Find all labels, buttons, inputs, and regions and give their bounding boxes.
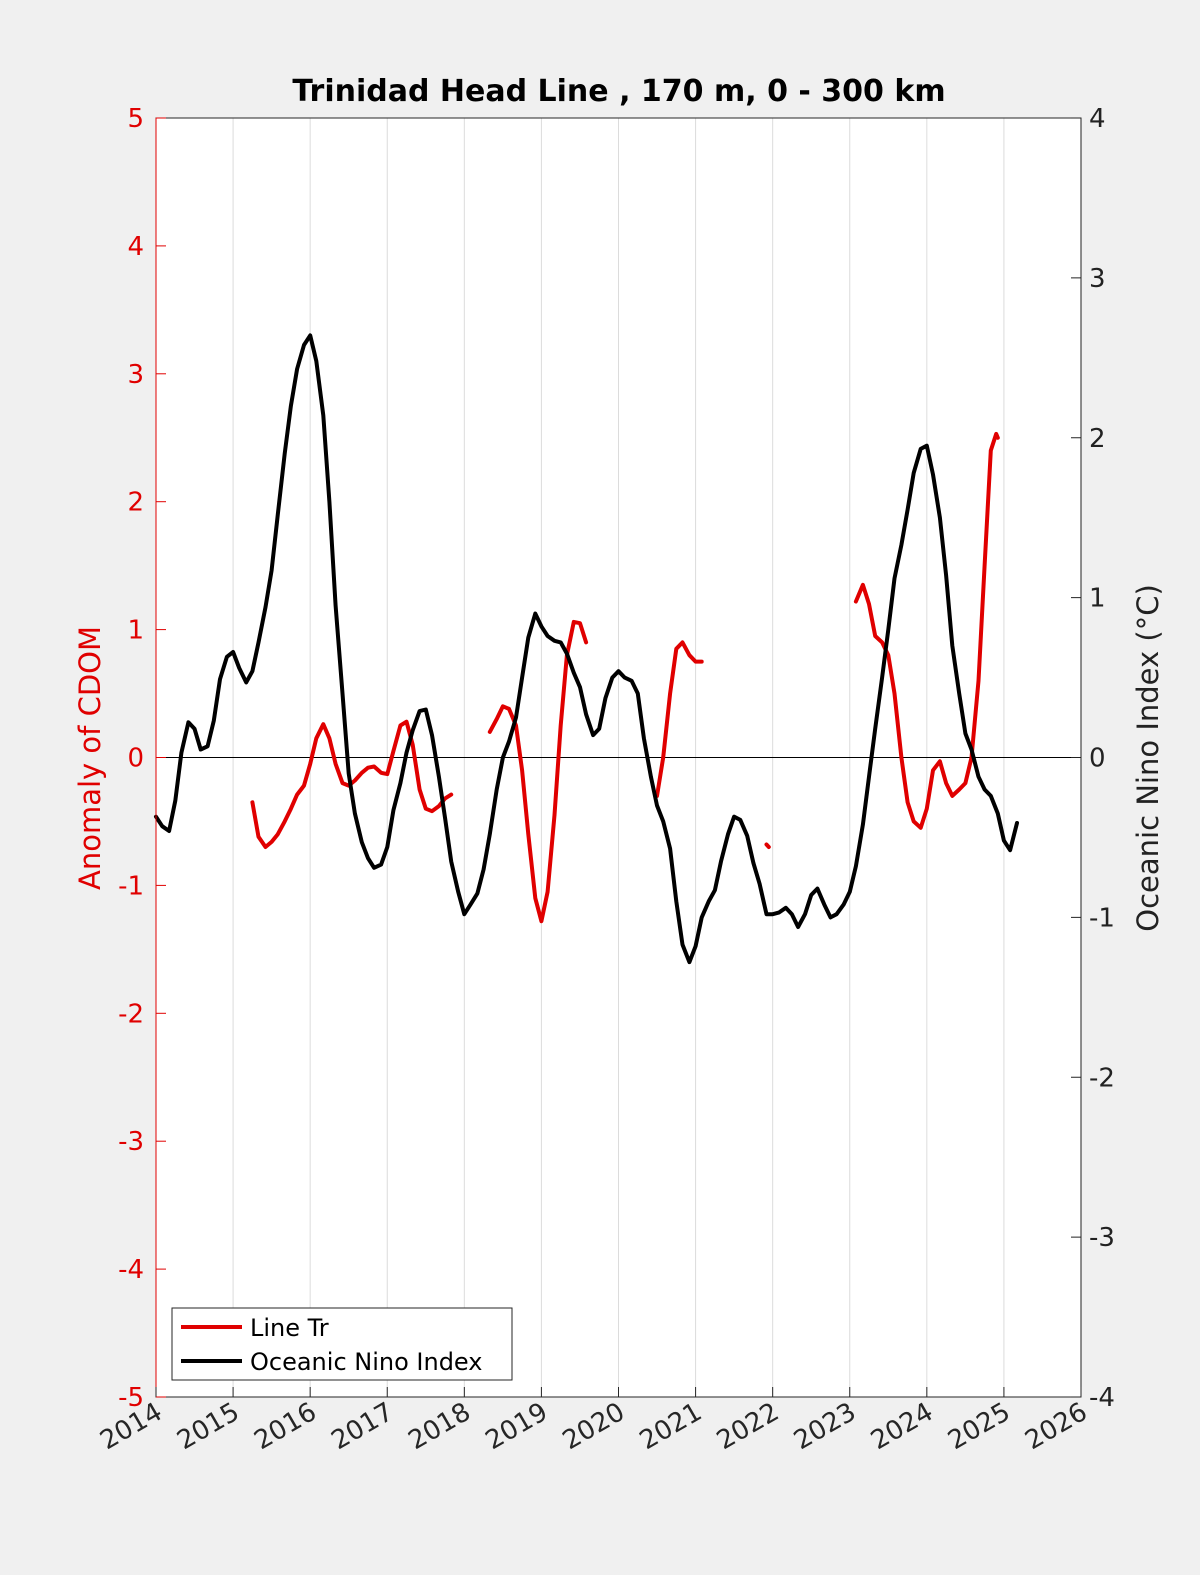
x-tick-label-2020: 2020	[558, 1397, 630, 1456]
x-tick-label-2021: 2021	[635, 1397, 707, 1456]
legend-label-oni: Oceanic Nino Index	[250, 1348, 482, 1376]
chart-title: Trinidad Head Line , 170 m, 0 - 300 km	[292, 74, 945, 109]
x-tick-label-2025: 2025	[943, 1397, 1015, 1456]
y-left-tick-label: 3	[127, 360, 144, 390]
y-right-tick-label: 1	[1089, 584, 1106, 614]
y-right-tick-label: -1	[1089, 903, 1115, 933]
y-left-tick-label: 1	[127, 616, 144, 646]
series-line-oceanic-nino-index-segment-0	[154, 333, 1019, 965]
legend: Line Tr Oceanic Nino Index	[171, 1307, 513, 1381]
series-line-line-tr-segment-3	[764, 842, 771, 849]
y-left-tick-label: -1	[118, 871, 144, 901]
x-tick-label-2018: 2018	[404, 1397, 476, 1456]
y-left-tick-label: -3	[118, 1127, 144, 1157]
y-right-tick-label: -2	[1089, 1063, 1115, 1093]
y-left-tick-label: 0	[127, 744, 144, 774]
series-layer	[154, 333, 1019, 965]
y-right-tick-label: 2	[1089, 424, 1106, 454]
y-left-tick-label: -4	[118, 1255, 144, 1285]
y-axis-label-left: Anomaly of CDOM	[73, 626, 107, 890]
y-right-tick-label: 4	[1089, 104, 1106, 134]
y-right-tick-label: -4	[1089, 1383, 1115, 1413]
y-left-tick-label: 5	[127, 104, 144, 134]
series-line-line-tr-segment-1	[487, 619, 589, 924]
x-tick-label-2016: 2016	[249, 1397, 321, 1456]
x-tick-label-2017: 2017	[326, 1397, 398, 1456]
x-tick-label-2022: 2022	[712, 1397, 784, 1456]
x-tick-label-2024: 2024	[866, 1397, 938, 1456]
y-right-tick-label: 0	[1089, 744, 1106, 774]
legend-box	[171, 1307, 513, 1381]
y-left-tick-label: 4	[127, 232, 144, 262]
x-tick-label-2023: 2023	[789, 1397, 861, 1456]
x-tick-label-2015: 2015	[172, 1397, 244, 1456]
x-tick-label-2026: 2026	[1020, 1397, 1092, 1456]
series-line-line-tr-segment-4	[853, 431, 1000, 830]
series-line-line-tr-segment-2	[655, 640, 704, 798]
y-left-tick-label: -2	[118, 999, 144, 1029]
legend-label-line-tr: Line Tr	[250, 1314, 329, 1342]
y-left-tick-label: 2	[127, 488, 144, 518]
y-left-tick-label: -5	[118, 1383, 144, 1413]
y-right-tick-label: -3	[1089, 1223, 1115, 1253]
y-right-tick-label: 3	[1089, 264, 1106, 294]
x-tick-label-2019: 2019	[481, 1397, 553, 1456]
y-axis-label-right: Oceanic Nino Index (°C)	[1131, 584, 1165, 932]
